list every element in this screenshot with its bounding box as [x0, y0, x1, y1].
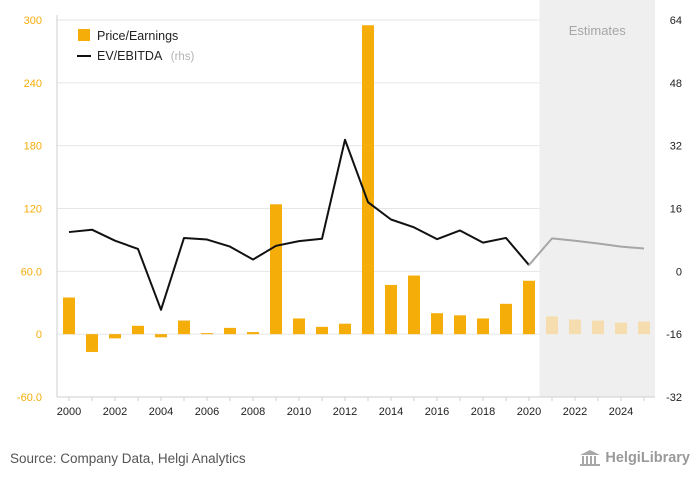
pe-bar-2017 [454, 315, 466, 335]
pe-bar-2006 [201, 333, 213, 335]
left-tick-label: -60.0 [17, 392, 42, 404]
x-tick-label: 2000 [57, 406, 81, 418]
right-tick-label: 64 [670, 15, 682, 27]
legend: Price/Earnings EV/EBITDA (rhs) [77, 29, 195, 64]
x-tick-label: 2024 [609, 406, 633, 418]
source-note: Source: Company Data, Helgi Analytics [10, 451, 246, 466]
pe-bar-2015 [408, 275, 420, 335]
pe-bar-2020 [523, 280, 535, 335]
brand-name: HelgiLibrary [605, 450, 690, 466]
pe-bar-2018 [477, 318, 489, 335]
left-tick-label: 60.0 [21, 266, 42, 278]
ev-ebitda-actual-line [68, 138, 530, 311]
legend-pe-swatch [78, 29, 90, 41]
right-tick-label: 16 [670, 204, 682, 216]
x-tick-label: 2012 [333, 406, 357, 418]
pe-bar-2019 [500, 303, 512, 335]
pe-bar-2021 [546, 316, 558, 335]
ev-ebitda-estimate-line [528, 237, 645, 266]
pe-bar-2010 [293, 318, 305, 335]
pe-bar-2009 [270, 204, 282, 335]
pe-bar-2005 [178, 320, 190, 335]
right-tick-label: 32 [670, 141, 682, 153]
x-tick-label: 2020 [517, 406, 541, 418]
pe-bar-2001 [86, 334, 98, 352]
right-tick-label: 0 [676, 266, 682, 278]
pe-bar-2003 [132, 325, 144, 335]
estimates-label: Estimates [569, 23, 627, 38]
pe-bar-2012 [339, 323, 351, 335]
pe-bar-2022 [569, 319, 581, 335]
footer: Source: Company Data, Helgi Analytics He… [0, 440, 700, 483]
brand-logo: HelgiLibrary [579, 449, 690, 467]
legend-pe-label: Price/Earnings [97, 29, 178, 43]
pe-bar-2002 [109, 334, 121, 339]
pe-bar-2011 [316, 326, 328, 335]
pe-bar-2014 [385, 284, 397, 335]
x-tick-label: 2002 [103, 406, 127, 418]
left-tick-label: 180 [24, 141, 42, 153]
axes [56, 15, 655, 398]
x-tick-label: 2008 [241, 406, 265, 418]
x-tick-label: 2004 [149, 406, 173, 418]
x-axis-ticks: 2000 2002 2004 2006 2008 2010 2012 2014 2016 2018… [57, 397, 645, 418]
pe-bar-2013 [362, 25, 374, 335]
left-tick-label: 0 [36, 329, 42, 341]
pe-bar-2025 [638, 321, 650, 335]
pe-bar-2004 [155, 334, 167, 338]
pe-bars [63, 25, 650, 352]
right-axis-ticks: -32 -16 0 16 32 48 64 [666, 15, 682, 404]
left-tick-label: 120 [24, 204, 42, 216]
right-tick-label: 48 [670, 78, 682, 90]
x-tick-label: 2022 [563, 406, 587, 418]
legend-ev-text: EV/EBITDA (rhs) [97, 47, 195, 64]
ev-ebitda-line [68, 138, 645, 311]
right-tick-label: -32 [666, 392, 682, 404]
x-tick-label: 2014 [379, 406, 403, 418]
pe-bar-2016 [431, 313, 443, 335]
pe-bar-2024 [615, 322, 627, 335]
x-tick-label: 2006 [195, 406, 219, 418]
x-tick-label: 2018 [471, 406, 495, 418]
x-tick-label: 2010 [287, 406, 311, 418]
chart-area: Estimates -60.0 0 60.0 120 180 240 300 -32 -16 0… [17, 0, 682, 418]
pe-bar-2007 [224, 327, 236, 335]
estimates-band [539, 0, 655, 397]
left-tick-label: 300 [24, 15, 42, 27]
legend-ev-rhs-note: (rhs) [171, 51, 195, 63]
library-building-icon [579, 449, 601, 467]
pe-ev-ebitda-chart: Estimates -60.0 0 60.0 120 180 240 300 -32 -16 0… [17, 0, 682, 418]
legend-ev-label: EV/EBITDA [97, 49, 163, 63]
x-tick-label: 2016 [425, 406, 449, 418]
left-axis-ticks: -60.0 0 60.0 120 180 240 300 [17, 15, 42, 404]
right-tick-label: -16 [666, 329, 682, 341]
pe-bar-2008 [247, 332, 259, 335]
pe-bar-2000 [63, 297, 75, 335]
left-tick-label: 240 [24, 78, 42, 90]
pe-bar-2023 [592, 320, 604, 335]
